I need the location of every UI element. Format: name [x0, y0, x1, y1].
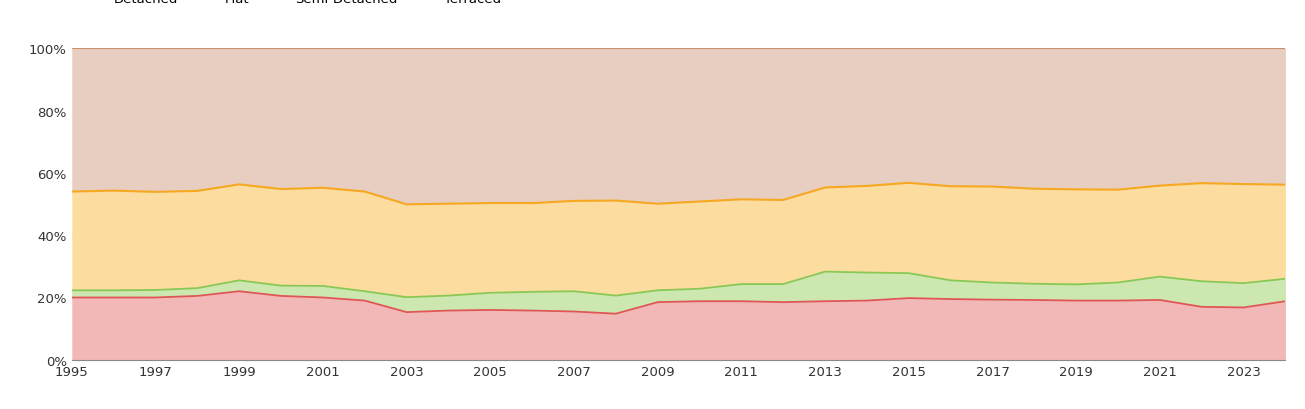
Legend: Detached, Flat, Semi-Detached, Terraced: Detached, Flat, Semi-Detached, Terraced [78, 0, 506, 11]
